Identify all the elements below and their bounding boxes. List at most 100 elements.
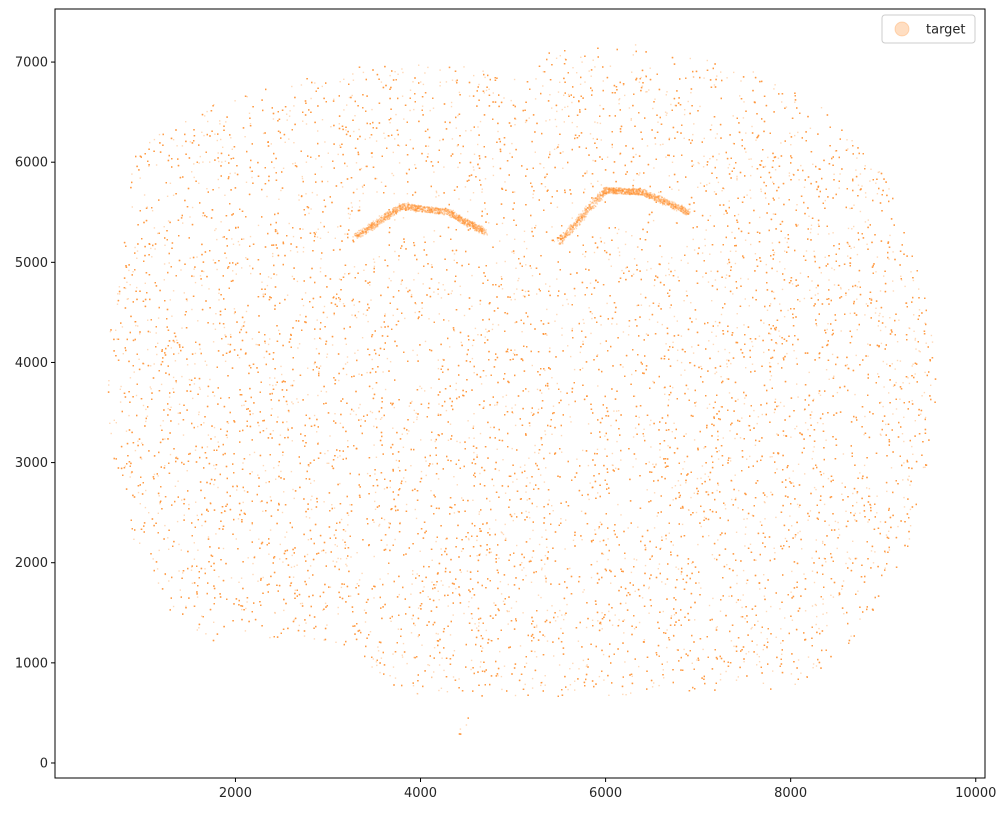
scatter-point bbox=[167, 408, 169, 410]
scatter-point bbox=[726, 263, 729, 265]
scatter-point bbox=[420, 528, 423, 530]
scatter-point bbox=[801, 548, 803, 550]
scatter-point bbox=[615, 189, 618, 191]
scatter-point bbox=[345, 563, 347, 566]
scatter-point bbox=[373, 444, 375, 446]
scatter-point bbox=[620, 459, 622, 461]
scatter-point bbox=[198, 627, 200, 629]
scatter-point bbox=[544, 684, 546, 686]
scatter-point bbox=[293, 619, 295, 621]
scatter-point bbox=[528, 117, 530, 119]
scatter-point bbox=[598, 629, 601, 632]
scatter-point bbox=[411, 400, 413, 403]
scatter-point bbox=[702, 166, 705, 168]
scatter-point bbox=[707, 370, 709, 372]
scatter-point bbox=[728, 163, 731, 166]
scatter-point bbox=[797, 463, 800, 465]
scatter-point bbox=[364, 138, 366, 140]
scatter-point bbox=[924, 371, 926, 374]
scatter-point bbox=[217, 350, 220, 352]
scatter-point bbox=[703, 447, 705, 449]
scatter-point bbox=[264, 470, 267, 472]
scatter-point bbox=[214, 468, 217, 470]
scatter-point bbox=[565, 501, 567, 503]
scatter-point bbox=[450, 101, 453, 104]
scatter-point bbox=[731, 498, 733, 501]
scatter-point bbox=[585, 665, 588, 668]
scatter-point bbox=[408, 168, 410, 171]
scatter-point bbox=[668, 295, 670, 297]
scatter-point bbox=[290, 581, 293, 584]
scatter-point bbox=[542, 690, 544, 692]
scatter-point bbox=[176, 145, 178, 147]
scatter-point bbox=[793, 350, 795, 352]
scatter-point bbox=[575, 472, 578, 474]
scatter-point bbox=[458, 678, 460, 680]
scatter-point bbox=[367, 348, 369, 350]
scatter-point bbox=[569, 684, 572, 686]
scatter-point bbox=[353, 375, 355, 377]
scatter-point bbox=[339, 144, 341, 147]
scatter-point bbox=[696, 477, 699, 480]
scatter-point bbox=[322, 211, 324, 213]
scatter-point bbox=[716, 626, 718, 628]
scatter-point bbox=[570, 355, 572, 358]
scatter-point bbox=[157, 512, 159, 514]
scatter-point bbox=[813, 486, 816, 489]
scatter-point bbox=[276, 636, 279, 638]
scatter-point bbox=[139, 503, 141, 505]
scatter-point bbox=[764, 501, 766, 504]
scatter-point bbox=[662, 610, 664, 613]
scatter-point bbox=[645, 75, 647, 78]
scatter-point bbox=[230, 577, 233, 579]
scatter-point bbox=[812, 450, 814, 453]
scatter-point bbox=[770, 375, 773, 377]
scatter-point bbox=[394, 340, 396, 343]
scatter-point bbox=[701, 141, 703, 143]
scatter-point bbox=[375, 661, 378, 663]
scatter-point bbox=[557, 616, 559, 618]
scatter-point bbox=[750, 197, 752, 199]
scatter-point bbox=[677, 568, 680, 570]
scatter-point bbox=[440, 580, 442, 582]
scatter-point bbox=[467, 349, 469, 351]
scatter-point bbox=[630, 192, 633, 194]
scatter-point bbox=[656, 321, 659, 323]
scatter-point bbox=[134, 449, 137, 452]
scatter-point bbox=[271, 408, 273, 410]
scatter-point bbox=[736, 177, 738, 180]
scatter-point bbox=[680, 335, 683, 337]
scatter-point bbox=[541, 536, 543, 538]
scatter-point bbox=[692, 238, 694, 241]
scatter-point bbox=[544, 554, 547, 557]
scatter-point bbox=[876, 193, 879, 195]
scatter-point bbox=[222, 443, 224, 446]
scatter-point bbox=[778, 197, 780, 199]
scatter-point bbox=[445, 81, 448, 83]
scatter-point bbox=[486, 86, 488, 88]
scatter-point bbox=[911, 400, 913, 402]
scatter-point bbox=[244, 630, 247, 632]
scatter-point bbox=[569, 273, 572, 275]
scatter-point bbox=[628, 325, 630, 327]
scatter-point bbox=[523, 567, 525, 569]
scatter-point bbox=[126, 298, 128, 300]
scatter-point bbox=[741, 606, 743, 609]
scatter-point bbox=[268, 553, 270, 555]
scatter-point bbox=[602, 553, 605, 555]
scatter-point bbox=[155, 285, 158, 287]
scatter-point bbox=[333, 507, 336, 509]
scatter-point bbox=[136, 250, 139, 252]
scatter-point bbox=[668, 274, 670, 276]
scatter-point bbox=[658, 191, 660, 194]
scatter-point bbox=[449, 121, 451, 124]
scatter-point bbox=[580, 221, 582, 223]
scatter-point bbox=[687, 509, 690, 511]
scatter-point bbox=[758, 335, 761, 337]
scatter-point bbox=[416, 692, 418, 695]
scatter-point bbox=[499, 650, 501, 653]
scatter-point bbox=[537, 351, 540, 353]
scatter-point bbox=[495, 519, 497, 521]
scatter-point bbox=[628, 448, 630, 450]
scatter-point bbox=[414, 191, 417, 194]
